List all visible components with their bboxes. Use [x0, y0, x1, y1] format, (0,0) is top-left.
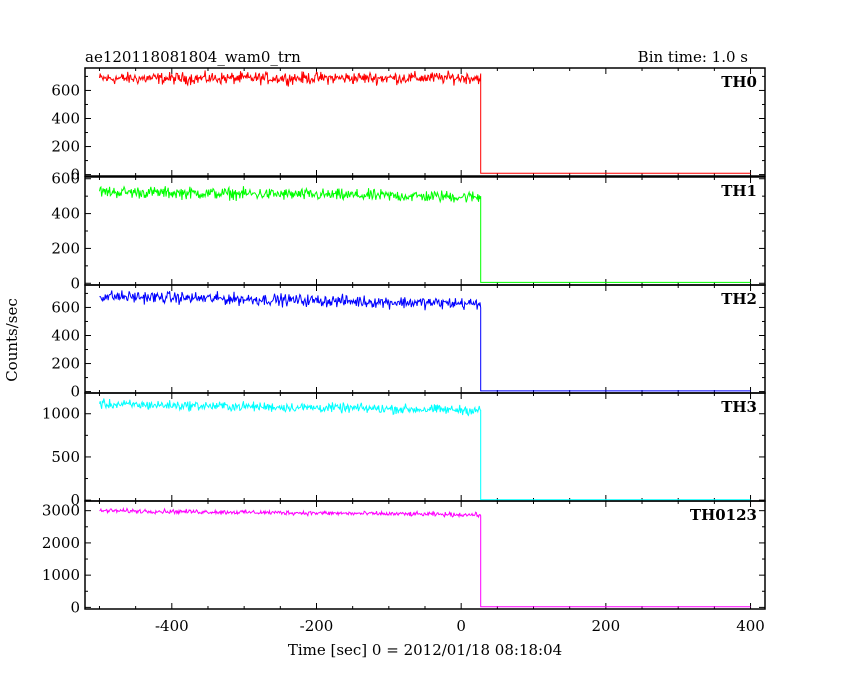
panel-frame [84, 500, 766, 610]
y-tick-label: 0 [70, 598, 80, 616]
y-tick-label: 0 [70, 491, 80, 509]
panel-th1: 0 200 400 600 TH1 [51, 170, 766, 292]
panel-label: TH3 [721, 398, 757, 416]
chart-title: ae120118081804_wam0_trn [85, 48, 301, 66]
series-line-th0 [98, 70, 751, 174]
y-tick-label: 3000 [42, 502, 80, 520]
y-tick-label: 400 [51, 109, 80, 127]
series-line-th0123 [99, 506, 751, 608]
y-tick-label: 400 [51, 205, 80, 223]
y-tick-label: 400 [51, 326, 80, 344]
bin-time-label: Bin time: 1.0 s [638, 48, 748, 66]
panel-th0: 0 200 400 600 TH0 [51, 67, 766, 184]
series-line-th1 [98, 185, 751, 283]
x-tick-label: -400 [155, 617, 189, 635]
panel-frame [84, 284, 766, 394]
x-axis-label: Time [sec] 0 = 2012/01/18 08:18:04 [288, 641, 562, 659]
y-tick-label: 2000 [42, 534, 80, 552]
y-tick-label: 600 [51, 298, 80, 316]
y-tick-label: 0 [70, 383, 80, 401]
y-tick-label: 200 [51, 355, 80, 373]
panel-label: TH1 [721, 182, 757, 200]
y-tick-label: 1000 [42, 405, 80, 423]
series-line-th2 [99, 290, 751, 392]
panel-th3: 0 500 1000 TH3 [42, 392, 766, 509]
panel-th0123: 0 1000 2000 3000 TH0123 [42, 500, 766, 616]
x-tick-label: -200 [300, 617, 334, 635]
panel-label: TH0123 [690, 506, 757, 524]
y-tick-label: 500 [51, 448, 80, 466]
y-tick-label: 1000 [42, 566, 80, 584]
y-tick-label: 200 [51, 239, 80, 257]
panel-th2: 0 200 400 600 TH2 [51, 284, 766, 401]
series-line-th3 [98, 398, 751, 501]
y-tick-label: 0 [70, 274, 80, 292]
x-tick-label: 0 [456, 617, 466, 635]
x-tick-label: 200 [592, 617, 621, 635]
x-tick-label: 400 [736, 617, 765, 635]
panel-label: TH0 [721, 73, 757, 91]
y-tick-label: 600 [51, 81, 80, 99]
y-tick-label: 600 [51, 170, 80, 188]
y-axis-label: Counts/sec [3, 298, 21, 382]
y-tick-label: 0 [70, 166, 80, 184]
panel-label: TH2 [721, 290, 757, 308]
y-tick-label: 200 [51, 138, 80, 156]
